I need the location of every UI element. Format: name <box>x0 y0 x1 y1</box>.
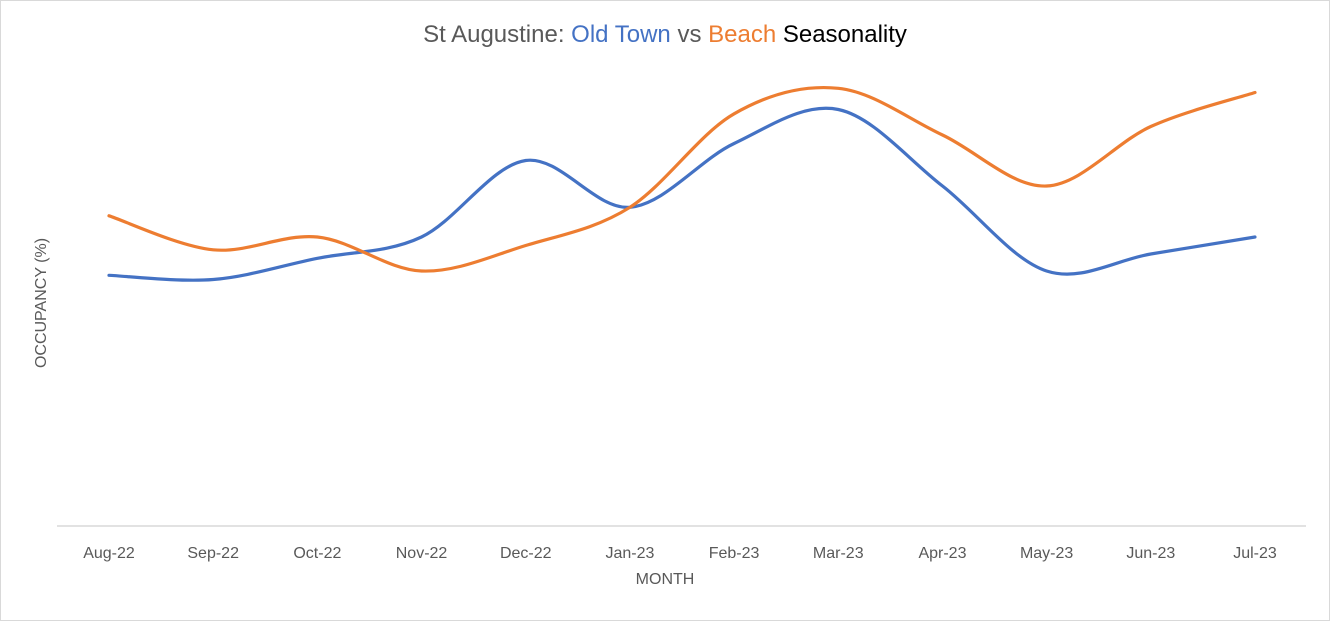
x-tick-label: Jan-23 <box>605 545 654 562</box>
x-tick-label: Oct-22 <box>293 545 341 562</box>
title-prefix: St Augustine: <box>423 21 572 48</box>
title-series-beach: Beach <box>708 21 777 48</box>
x-tick-label: Dec-22 <box>500 545 552 562</box>
chart-title: St Augustine: Old Town vs Beach Seasonal… <box>1 21 1329 49</box>
x-tick-label: Jul-23 <box>1233 545 1277 562</box>
x-tick-label: May-23 <box>1020 545 1073 562</box>
x-axis-label: MONTH <box>635 571 695 588</box>
x-tick-label: Aug-22 <box>83 545 135 562</box>
x-tick-label: Mar-23 <box>813 545 864 562</box>
x-tick-label: Sep-22 <box>187 545 239 562</box>
title-vs: vs <box>670 21 709 48</box>
title-series-old-town: Old Town <box>571 21 671 48</box>
x-tick-label: Apr-23 <box>918 545 966 562</box>
x-tick-label: Nov-22 <box>396 545 448 562</box>
x-tick-label: Jun-23 <box>1126 545 1175 562</box>
series-line-beach <box>107 85 1257 273</box>
x-tick-label: Feb-23 <box>709 545 760 562</box>
title-suffix: Seasonality <box>776 21 907 48</box>
series-line-old-town <box>107 106 1257 282</box>
